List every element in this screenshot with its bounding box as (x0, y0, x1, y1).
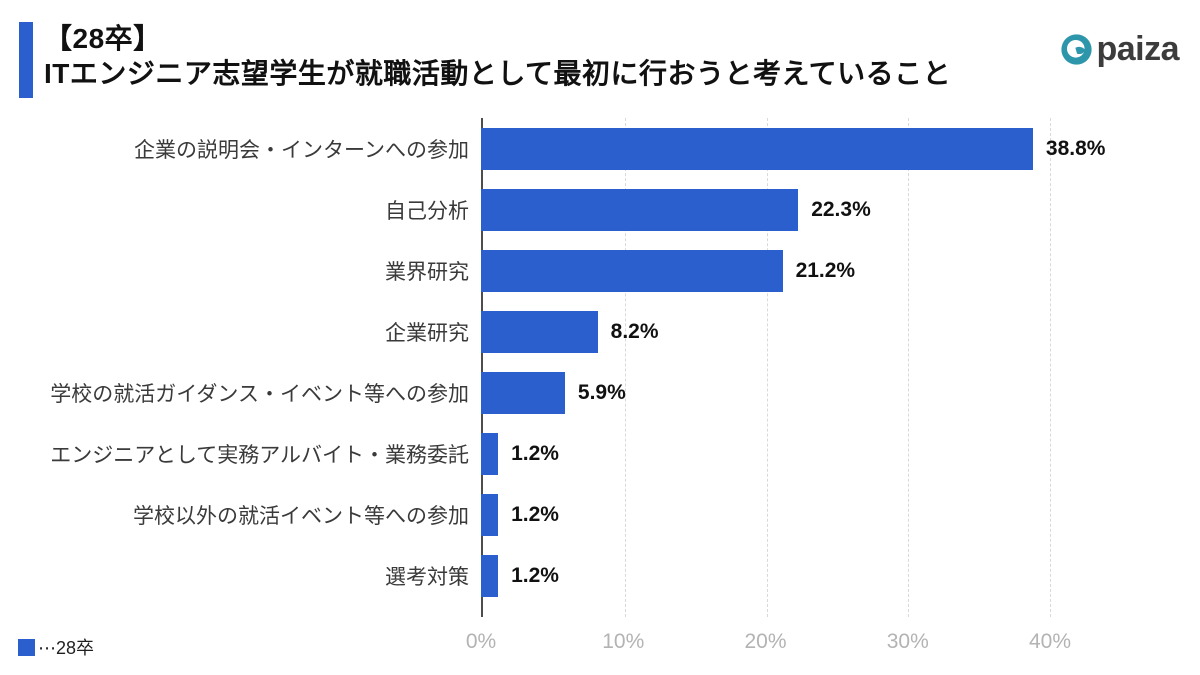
x-tick-label: 20% (744, 630, 787, 653)
bar-value-label: 5.9% (577, 380, 626, 404)
title-accent-bar (19, 22, 33, 98)
bar-value-label: 1.2% (511, 563, 559, 587)
bar-value-label: 1.2% (511, 502, 559, 526)
chart-row: 業界研究 21.2% (0, 240, 1200, 301)
chart-rows: 企業の説明会・インターンへの参加 38.8% 自己分析 22.3% 業界研究 21.2% 企… (0, 118, 1200, 606)
chart-row: 自己分析 22.3% (0, 179, 1200, 240)
bar-value-label: 8.2% (610, 319, 659, 343)
category-label: 学校の就活ガイダンス・イベント等への参加 (50, 382, 469, 406)
paiza-logo: paiza (1060, 30, 1179, 69)
bar (481, 188, 799, 231)
gridline (1050, 118, 1051, 617)
page-title-line2: ITエンジニア志望学生が就職活動として最初に行おうと考えていること (44, 58, 952, 89)
legend-swatch (18, 638, 35, 656)
category-label: エンジニアとして実務アルバイト・業務委託 (50, 443, 469, 467)
bar (481, 432, 499, 475)
paiza-logo-text: paiza (1096, 30, 1179, 68)
bar-track: 38.8% (481, 127, 1105, 170)
page-title: 【28卒】 ITエンジニア志望学生が就職活動として最初に行おうと考えていること (44, 21, 951, 91)
chart-row: 学校以外の就活イベント等への参加 1.2% (0, 484, 1200, 545)
x-tick-label: 30% (886, 630, 929, 653)
legend: ⋯28卒 (18, 634, 94, 660)
bar-track: 21.2% (481, 249, 1050, 292)
chart-row: 選考対策 1.2% (0, 545, 1200, 606)
chart-row: 学校の就活ガイダンス・イベント等への参加 5.9% (0, 362, 1200, 423)
category-label: 業界研究 (385, 260, 469, 284)
bar-value-label: 38.8% (1045, 136, 1106, 160)
chart-row: エンジニアとして実務アルバイト・業務委託 1.2% (0, 423, 1200, 484)
bar-track: 22.3% (481, 188, 1050, 231)
category-label: 自己分析 (385, 199, 469, 223)
legend-label: ⋯28卒 (38, 638, 95, 658)
bar (481, 249, 783, 292)
bar (481, 493, 499, 536)
bar-value-label: 22.3% (811, 197, 871, 221)
gridline (766, 118, 768, 617)
category-label: 選考対策 (385, 565, 469, 589)
x-tick-label: 10% (602, 630, 645, 653)
bar-track: 1.2% (481, 432, 1050, 475)
x-axis-ticks: 0% 10% 20% 30% 40% (466, 630, 1071, 656)
bar-value-label: 1.2% (511, 441, 559, 465)
bar (481, 371, 565, 414)
x-tick-label: 0% (465, 630, 497, 653)
category-label: 企業の説明会・インターンへの参加 (134, 138, 469, 162)
paiza-logo-icon (1060, 33, 1093, 66)
gridline (624, 118, 626, 617)
gridline (908, 118, 910, 617)
bar (481, 554, 499, 597)
x-tick-label: 40% (1028, 630, 1072, 653)
category-label: 学校以外の就活イベント等への参加 (133, 504, 469, 528)
chart-row: 企業の説明会・インターンへの参加 38.8% (0, 118, 1200, 179)
bar (481, 127, 1033, 170)
bar-value-label: 21.2% (795, 258, 856, 282)
bar-track: 1.2% (481, 554, 1050, 597)
bar-track: 8.2% (481, 310, 1050, 353)
bar (481, 310, 598, 353)
chart-row: 企業研究 8.2% (0, 301, 1200, 362)
page-title-line1: 【28卒】 (44, 23, 162, 54)
bar-track: 5.9% (481, 371, 1050, 414)
bar-track: 1.2% (481, 493, 1050, 536)
category-label: 企業研究 (385, 321, 469, 345)
plot-area (481, 118, 1051, 617)
